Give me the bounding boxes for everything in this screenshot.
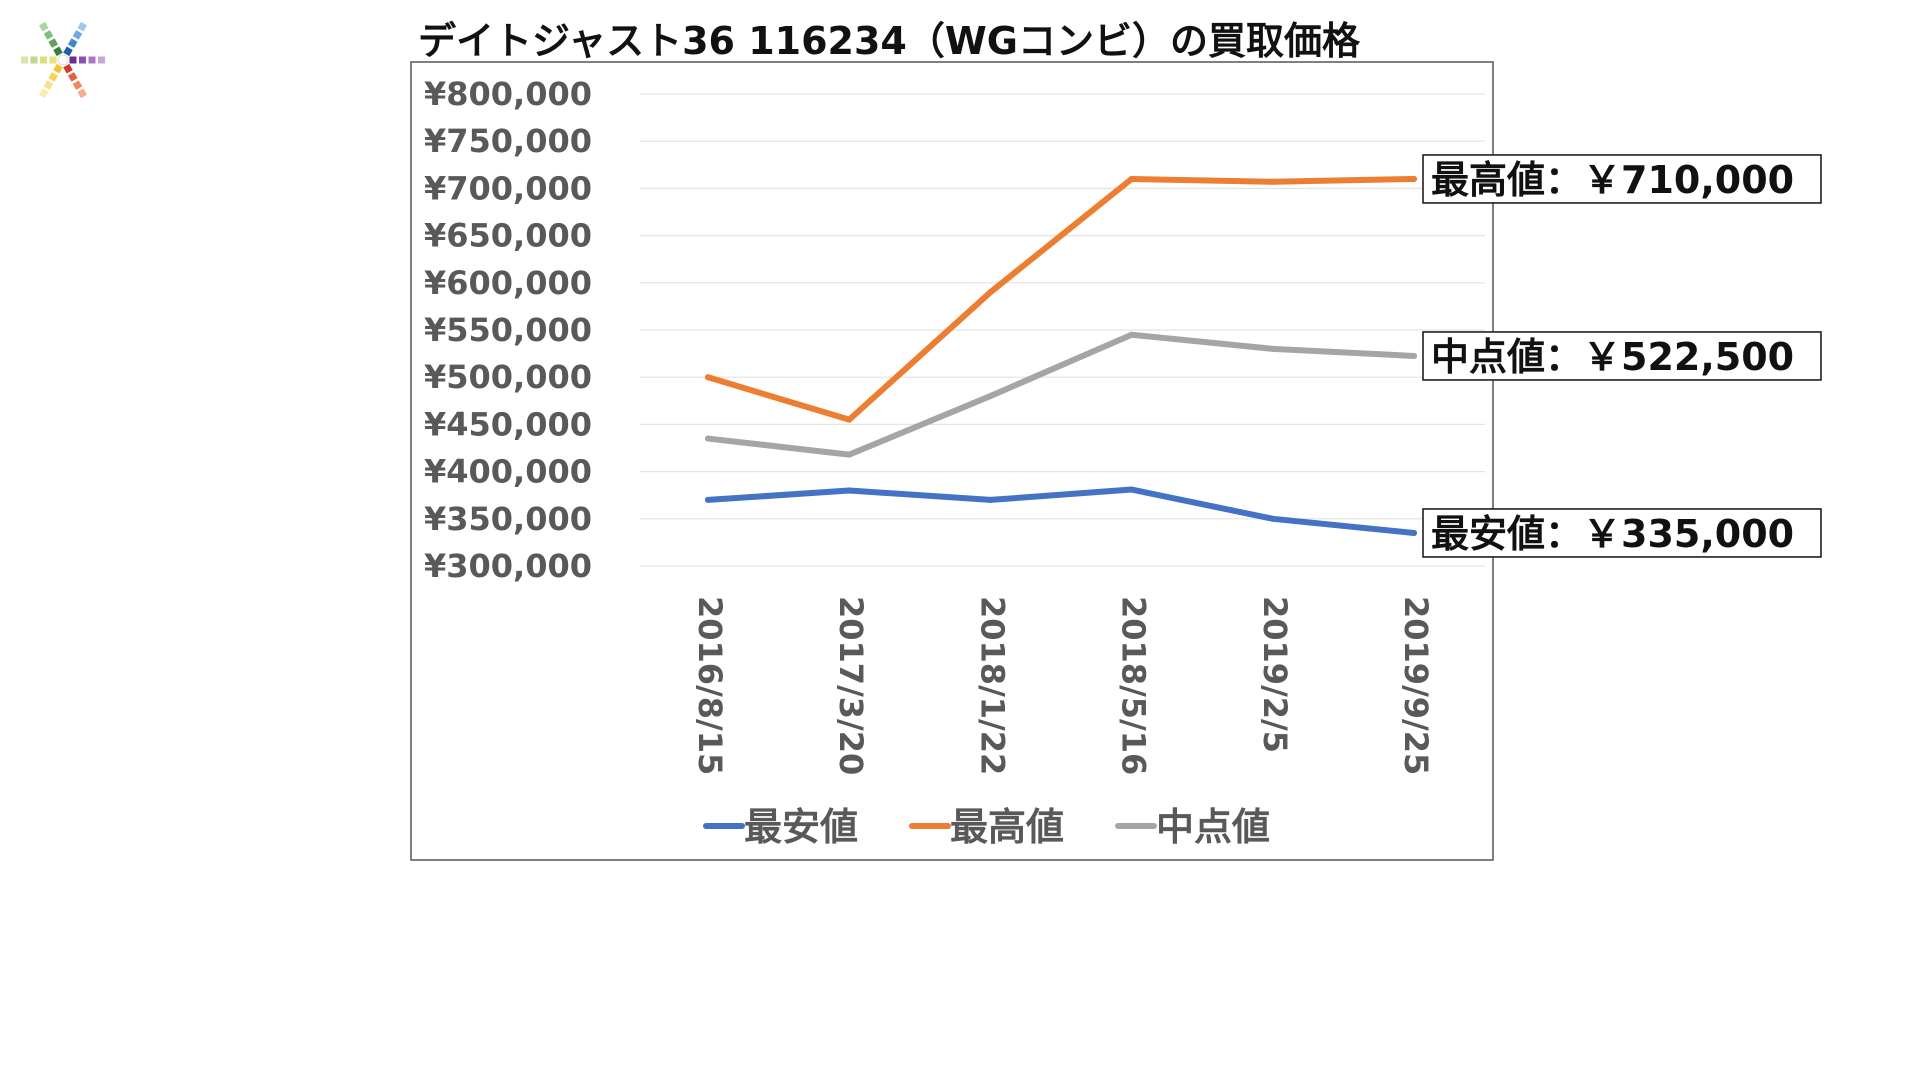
logo-square [48, 38, 59, 48]
y-axis-tick-labels: ¥300,000 ¥350,000 ¥400,000 ¥450,000 ¥500,000… [424, 75, 592, 585]
logo-square [79, 56, 86, 64]
logo-square [43, 30, 54, 40]
legend-label: 最安値 [744, 805, 858, 849]
logo-square [63, 46, 73, 57]
y-tick-label: ¥700,000 [424, 169, 592, 207]
callout-text: 最安値：￥335,000 [1431, 512, 1794, 556]
data-point [1411, 175, 1417, 182]
logo-square [88, 56, 96, 64]
data-point [987, 289, 994, 296]
data-point [846, 487, 853, 494]
logo-square [67, 38, 78, 48]
data-point [1269, 178, 1276, 185]
logo-square [49, 56, 57, 64]
callout-text: 最高値：￥710,000 [1431, 158, 1794, 202]
data-point [846, 451, 853, 458]
data-point [1269, 515, 1276, 522]
y-tick-label: ¥750,000 [424, 122, 592, 160]
data-point [1128, 175, 1135, 182]
logo-square [38, 88, 49, 99]
data-point [705, 374, 711, 381]
data-point [987, 496, 994, 503]
chart-title: デイトジャスト36 116234（WGコンビ）の買取価格 [418, 19, 1360, 63]
logo-square [38, 21, 49, 32]
y-tick-label: ¥400,000 [424, 453, 592, 491]
logo-square [21, 56, 28, 64]
logo-square [72, 30, 83, 40]
y-tick-label: ¥550,000 [424, 311, 592, 349]
logo-square [63, 63, 73, 74]
logo-square [69, 56, 77, 64]
legend-label: 中点値 [1156, 805, 1270, 849]
logo-square [77, 21, 88, 32]
x-tick-label: 2019/9/25 [1397, 596, 1435, 775]
y-tick-label: ¥300,000 [424, 547, 592, 585]
y-tick-label: ¥800,000 [424, 75, 592, 113]
logo-square [43, 80, 54, 90]
y-tick-label: ¥650,000 [424, 217, 592, 255]
data-point [1128, 331, 1135, 338]
data-point [987, 393, 994, 400]
logo-square [98, 56, 105, 64]
callout-box: 最安値：￥335,000 [1422, 508, 1822, 558]
legend: 最安値 最高値 中点値 [703, 805, 1270, 849]
legend-label: 最高値 [950, 805, 1064, 849]
series-line-3 [705, 331, 1417, 458]
logo-square [77, 88, 88, 99]
callouts: 最高値：￥710,000 中点値：￥522,500 最安値：￥335,000 [1422, 154, 1822, 558]
callout-box: 中点値：￥522,500 [1422, 331, 1822, 381]
series-line-1 [705, 486, 1417, 536]
logo-square [67, 72, 78, 82]
y-tick-label: ¥450,000 [424, 405, 592, 443]
logo-square [72, 80, 83, 90]
logo-square [53, 46, 63, 57]
data-point [846, 416, 853, 423]
logo-square [40, 56, 47, 64]
y-tick-label: ¥350,000 [424, 500, 592, 538]
x-tick-label: 2016/8/15 [691, 596, 729, 775]
data-point [1269, 345, 1276, 352]
series-lines [705, 175, 1417, 536]
x-tick-label: 2019/2/5 [1256, 596, 1294, 753]
y-tick-label: ¥600,000 [424, 264, 592, 302]
colorful-asterisk-logo-icon [21, 21, 105, 99]
data-point [1128, 486, 1135, 493]
callout-text: 中点値：￥522,500 [1431, 335, 1794, 379]
series-line-2 [705, 175, 1417, 423]
data-point [705, 435, 711, 442]
chart-frame [410, 61, 1494, 861]
logo-square [30, 56, 38, 64]
x-axis-tick-labels: 2016/8/15 2017/3/20 2018/1/22 2018/5/16 2019… [691, 596, 1435, 775]
y-tick-label: ¥500,000 [424, 358, 592, 396]
logo-square [53, 63, 63, 74]
x-tick-label: 2018/5/16 [1115, 596, 1153, 775]
callout-box: 最高値：￥710,000 [1422, 154, 1822, 204]
data-point [1411, 352, 1417, 359]
data-point [1411, 529, 1417, 536]
gridlines [640, 93, 1485, 567]
x-tick-label: 2018/1/22 [973, 596, 1011, 775]
data-point [705, 496, 711, 503]
x-tick-label: 2017/3/20 [832, 596, 870, 775]
logo-square [48, 72, 59, 82]
